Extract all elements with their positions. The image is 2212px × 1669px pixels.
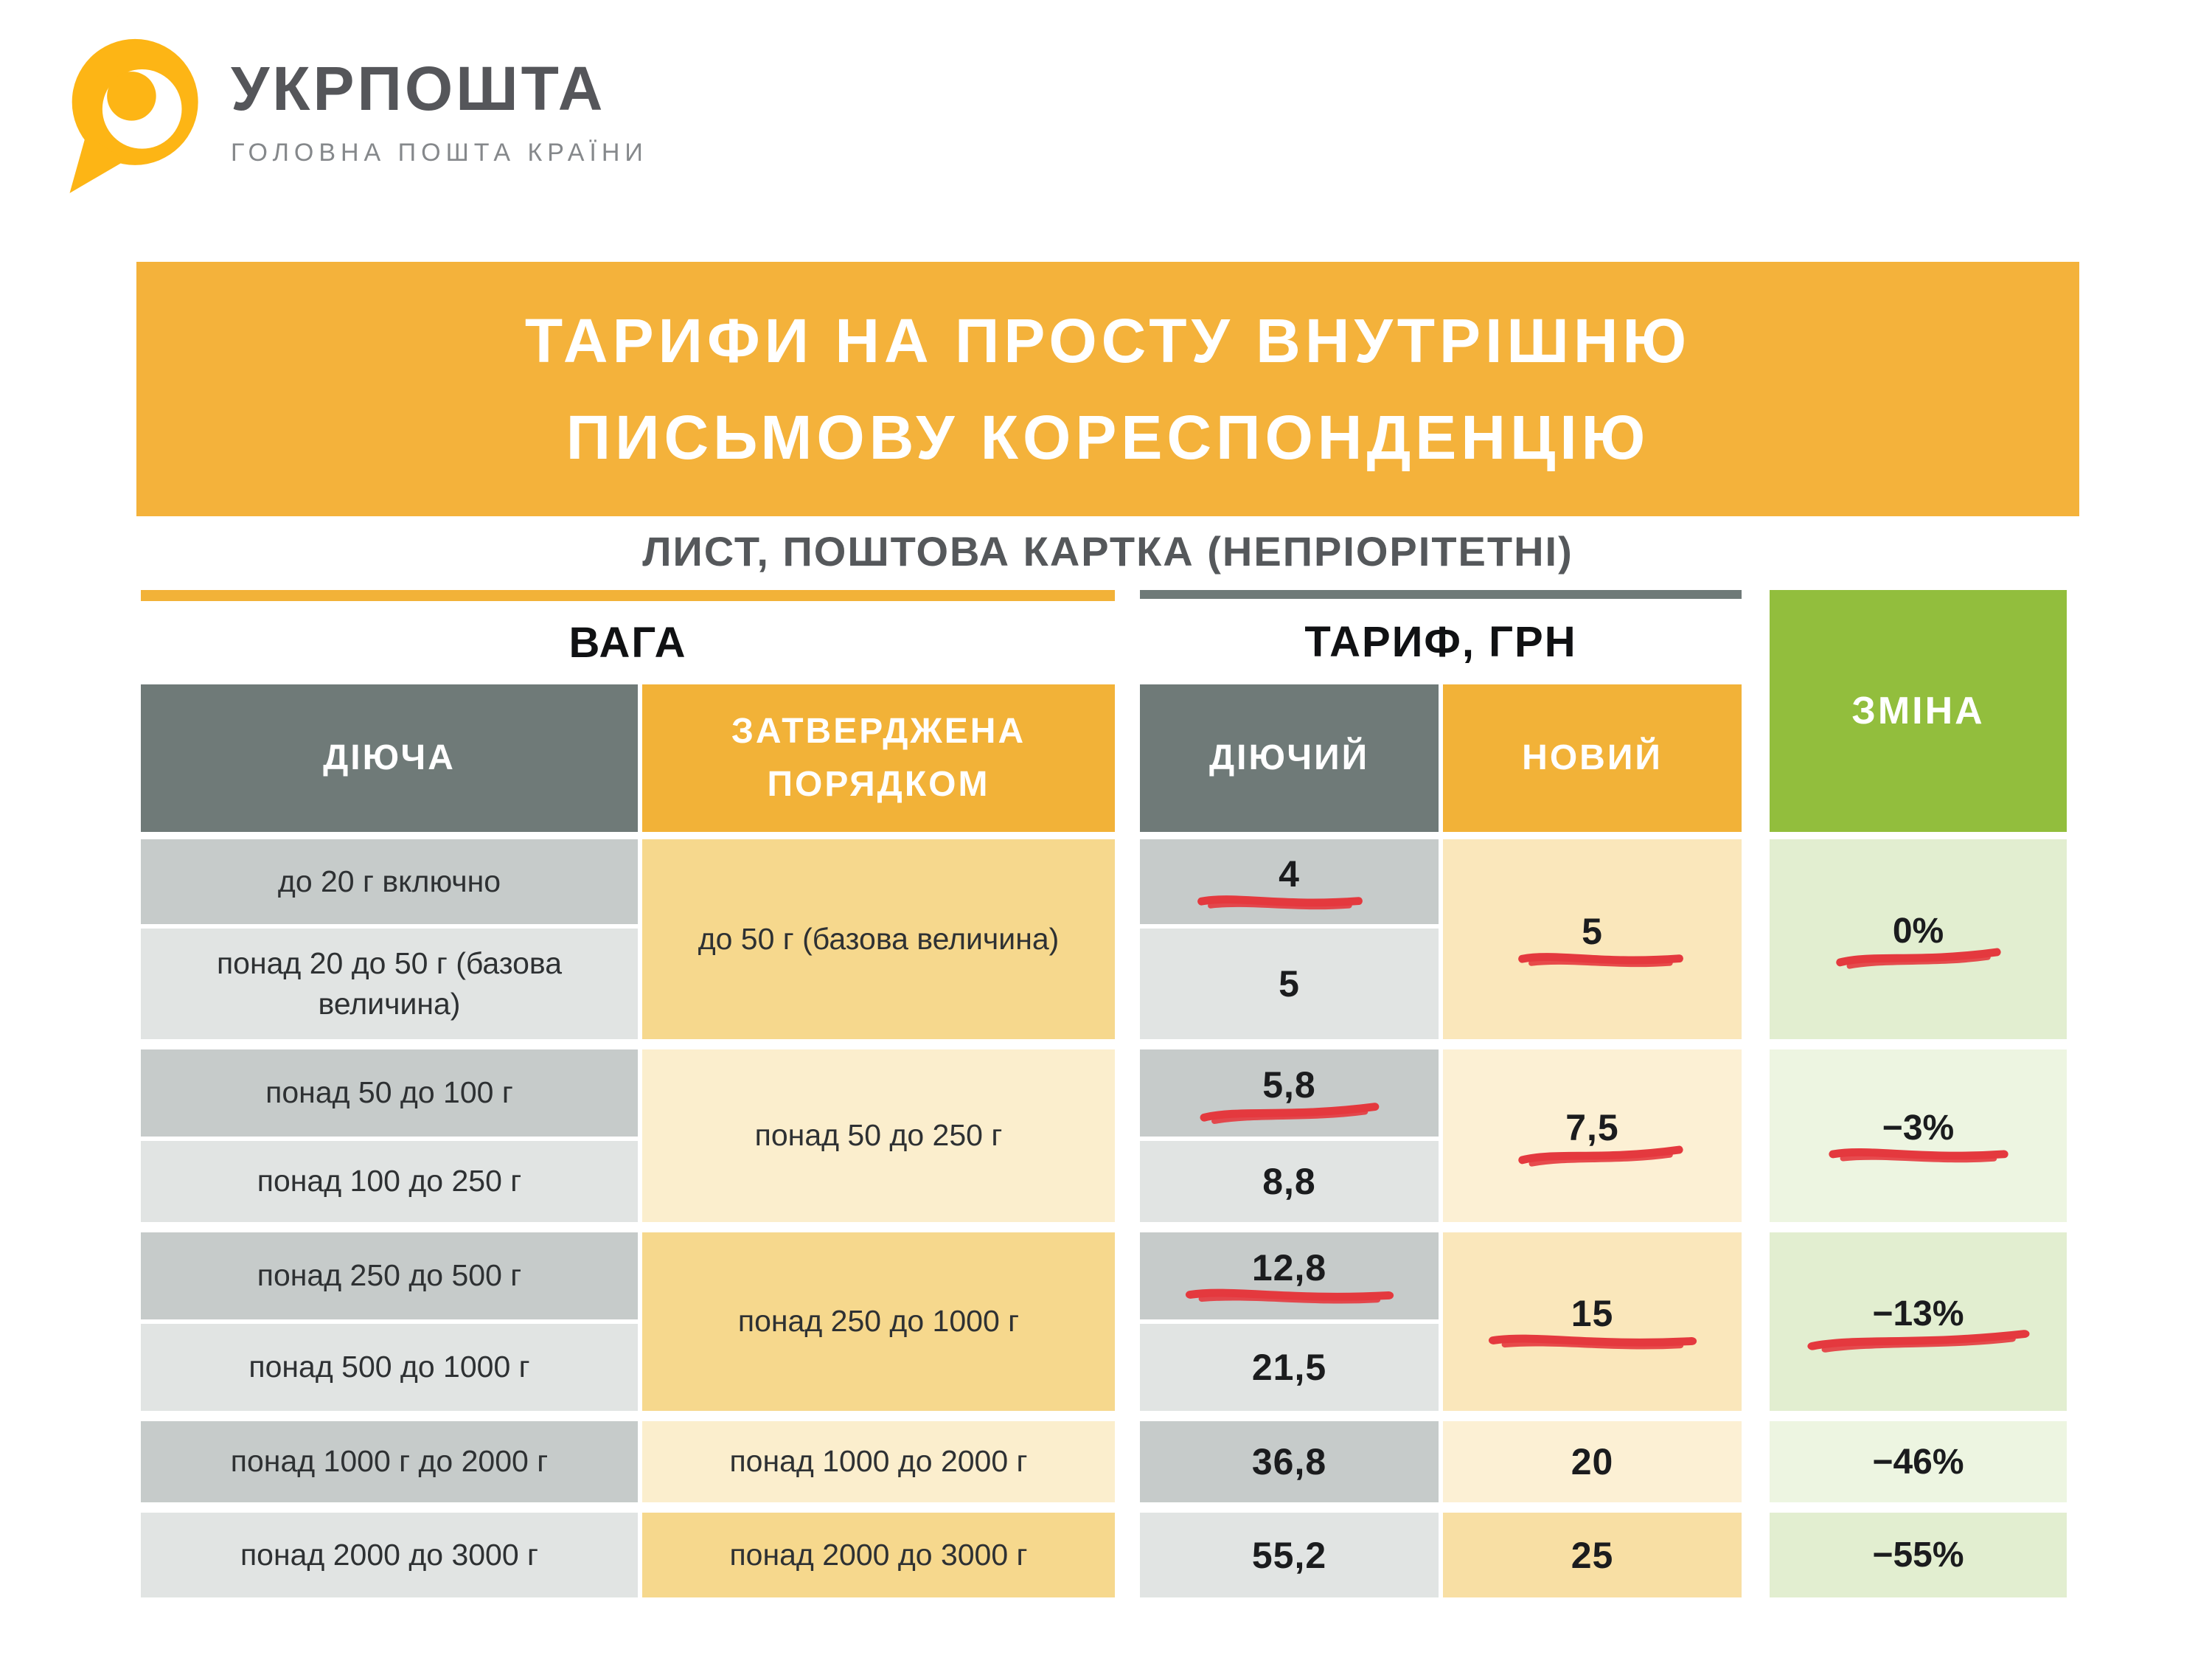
brand-header: УКРПОШТА ГОЛОВНА ПОШТА КРАЇНИ (63, 35, 648, 201)
current-tariff-value: 12,8 (1251, 1247, 1327, 1288)
cell-change: −3% (1770, 1049, 2067, 1222)
cell-current-tariff: 4 (1140, 839, 1439, 924)
cell-approved-weight: понад 2000 до 3000 г (642, 1513, 1115, 1597)
red-marker-stroke (1517, 952, 1683, 967)
group-weight-label: ВАГА (568, 619, 687, 667)
change-value: 0% (1892, 912, 1944, 951)
cell-current-weight: до 20 г включно (141, 839, 638, 924)
cell-current-tariff: 21,5 (1140, 1324, 1439, 1411)
brand-name: УКРПОШТА (231, 54, 606, 123)
cell-approved-weight: понад 250 до 1000 г (642, 1232, 1115, 1411)
column-header-current-tariff: ДІЮЧИЙ (1140, 684, 1439, 832)
column-header-change: ЗМІНА (1770, 590, 2067, 832)
group-header-tariff: ТАРИФ, ГРН (1140, 590, 1742, 684)
current-tariff-value: 5 (1279, 963, 1300, 1004)
cell-current-weight: понад 100 до 250 г (141, 1141, 638, 1222)
cell-change: −13% (1770, 1232, 2067, 1411)
brand-text: УКРПОШТА ГОЛОВНА ПОШТА КРАЇНИ (231, 35, 648, 167)
red-marker-stroke (1828, 1148, 2008, 1162)
current-tariff-value: 5,8 (1262, 1064, 1316, 1106)
red-marker-stroke (1517, 1145, 1683, 1167)
cell-current-tariff: 5,8 (1140, 1049, 1439, 1137)
current-tariff-value: 8,8 (1262, 1161, 1316, 1202)
change-value: −13% (1872, 1294, 1964, 1333)
new-tariff-value: 25 (1571, 1534, 1614, 1576)
column-header-approved-weight: ЗАТВЕРДЖЕНА ПОРЯДКОМ (642, 684, 1115, 832)
cell-change: 0% (1770, 839, 2067, 1039)
cell-current-weight: понад 20 до 50 г (базова величина) (141, 929, 638, 1039)
cell-current-tariff: 8,8 (1140, 1141, 1439, 1222)
change-value: −46% (1872, 1442, 1964, 1482)
current-tariff-value: 21,5 (1251, 1347, 1327, 1388)
cell-current-tariff: 12,8 (1140, 1232, 1439, 1319)
cell-new-tariff: 20 (1443, 1421, 1742, 1502)
current-tariff-value: 36,8 (1251, 1441, 1327, 1482)
red-marker-stroke (1185, 1288, 1394, 1304)
banner-title-line1: ТАРИФИ НА ПРОСТУ ВНУТРІШНЮ (524, 306, 1691, 376)
new-tariff-value: 5 (1582, 910, 1603, 952)
change-value: −3% (1882, 1108, 1955, 1148)
column-header-new-tariff: НОВИЙ (1443, 684, 1742, 832)
cell-new-tariff: 25 (1443, 1513, 1742, 1597)
ukrposhta-pin-logo (69, 38, 198, 193)
banner-title-line2: ПИСЬМОВУ КОРЕСПОНДЕНЦІЮ (566, 402, 1650, 472)
red-marker-stroke (1835, 948, 2001, 969)
cell-current-weight: понад 2000 до 3000 г (141, 1513, 638, 1597)
group-tariff-label: ТАРИФ, ГРН (1304, 617, 1577, 666)
red-marker-stroke (1200, 1103, 1379, 1124)
cell-new-tariff: 15 (1443, 1232, 1742, 1411)
title-banner: ТАРИФИ НА ПРОСТУ ВНУТРІШНЮ ПИСЬМОВУ КОРЕ… (136, 262, 2079, 516)
column-header-current-weight: ДІЮЧА (141, 684, 638, 832)
subtitle: ЛИСТ, ПОШТОВА КАРТКА (НЕПРІОРІТЕТНІ) (642, 528, 1573, 575)
new-tariff-value: 20 (1571, 1441, 1614, 1482)
group-header-weight: ВАГА (141, 590, 1115, 684)
current-tariff-value: 4 (1279, 853, 1300, 895)
tariff-table: ВАГА ТАРИФ, ГРН ЗМІНА ДІЮЧА ЗАТВЕРДЖЕНА … (141, 590, 2067, 1597)
cell-change: −46% (1770, 1421, 2067, 1502)
current-tariff-value: 55,2 (1251, 1534, 1327, 1576)
brand-tagline: ГОЛОВНА ПОШТА КРАЇНИ (231, 139, 648, 167)
cell-current-weight: понад 50 до 100 г (141, 1049, 638, 1137)
cell-current-tariff: 36,8 (1140, 1421, 1439, 1502)
cell-approved-weight: понад 50 до 250 г (642, 1049, 1115, 1222)
cell-new-tariff: 5 (1443, 839, 1742, 1039)
red-marker-stroke (1488, 1334, 1697, 1350)
cell-approved-weight: понад 1000 до 2000 г (642, 1421, 1115, 1502)
new-tariff-value: 7,5 (1565, 1107, 1619, 1148)
cell-current-weight: понад 250 до 500 г (141, 1232, 638, 1319)
cell-current-weight: понад 1000 г до 2000 г (141, 1421, 638, 1502)
cell-current-weight: понад 500 до 1000 г (141, 1324, 638, 1411)
cell-current-tariff: 55,2 (1140, 1513, 1439, 1597)
cell-current-tariff: 5 (1140, 929, 1439, 1039)
red-marker-stroke (1806, 1329, 2030, 1353)
cell-approved-weight: до 50 г (базова величина) (642, 839, 1115, 1039)
red-marker-stroke (1197, 895, 1363, 909)
cell-change: −55% (1770, 1513, 2067, 1597)
change-value: −55% (1872, 1536, 1964, 1575)
new-tariff-value: 15 (1571, 1293, 1614, 1334)
cell-new-tariff: 7,5 (1443, 1049, 1742, 1222)
